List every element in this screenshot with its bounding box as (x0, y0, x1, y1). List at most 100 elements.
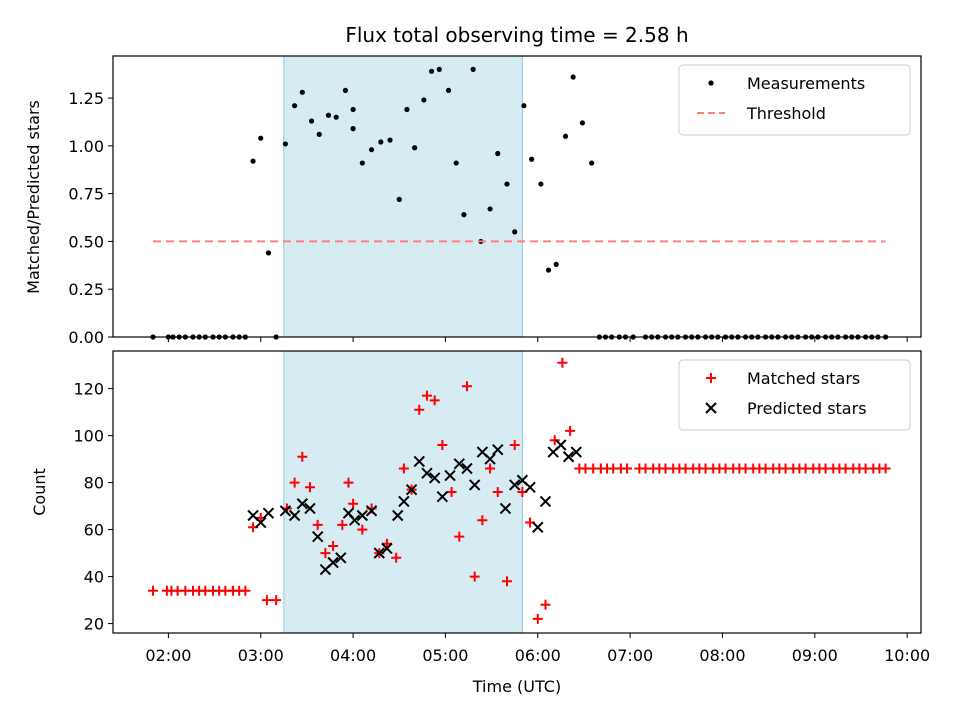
bottom-point (540, 599, 551, 610)
bottom-point (562, 451, 575, 463)
bottom-point (328, 541, 339, 552)
bottom-point (348, 514, 361, 526)
bottom-y-tick-label: 120 (73, 380, 104, 399)
bottom-point (414, 404, 425, 415)
bottom-point (356, 509, 369, 522)
top-point (350, 106, 356, 113)
x-tick-label: 06:00 (515, 646, 561, 665)
top-point (368, 147, 375, 153)
bottom-point (468, 479, 481, 491)
bottom-point (335, 552, 347, 564)
top-point (487, 206, 493, 212)
bottom-point (532, 521, 544, 533)
top-point (342, 87, 348, 94)
bottom-point (880, 463, 891, 474)
bottom-point (477, 515, 488, 526)
bottom-point (312, 519, 323, 530)
top-point (333, 114, 339, 120)
bottom-point (508, 479, 521, 491)
bottom-point (262, 507, 275, 519)
bottom-point (255, 516, 267, 529)
x-tick-label: 07:00 (607, 646, 653, 665)
x-tick-label: 03:00 (238, 646, 284, 665)
bottom-point (499, 502, 512, 515)
bottom-point (261, 595, 272, 606)
bottom-point (428, 472, 441, 484)
top-y-axis-label: Matched/Predicted stars (24, 100, 43, 294)
top-y-tick-label: 0.25 (68, 280, 104, 299)
top-point (308, 118, 315, 124)
bottom-point (392, 509, 404, 522)
bottom-point (549, 435, 560, 446)
top-legend-label: Threshold (746, 104, 826, 123)
bottom-point (492, 487, 503, 497)
bottom-point (391, 552, 402, 563)
top-point (350, 126, 356, 132)
bottom-point (532, 613, 543, 624)
top-point (250, 158, 256, 164)
bottom-point (421, 390, 432, 401)
bottom-point (444, 469, 456, 482)
bottom-point (454, 531, 465, 542)
bottom-point (437, 440, 448, 450)
bottom-series-predicted-stars (247, 439, 582, 576)
bottom-y-tick-label: 20 (84, 615, 104, 634)
bottom-point (622, 463, 633, 474)
top-point (521, 103, 527, 109)
bottom-point (297, 451, 308, 462)
bottom-point (485, 463, 496, 474)
top-point (445, 87, 452, 94)
top-point (504, 181, 510, 187)
top-point (470, 66, 476, 72)
bottom-point (492, 443, 504, 456)
x-tick-label: 10:00 (884, 646, 930, 665)
bottom-point (343, 477, 354, 488)
top-point (316, 131, 322, 137)
bottom-y-tick-label: 100 (73, 427, 104, 446)
top-point (579, 120, 586, 126)
top-point (396, 196, 402, 202)
bottom-series-matched-stars (148, 357, 891, 624)
bottom-point (509, 440, 520, 450)
bottom-point (296, 498, 309, 510)
bottom-point (421, 467, 433, 479)
bottom-y-axis-label: Count (30, 468, 49, 516)
bottom-point (327, 556, 339, 569)
bottom-legend-marker (705, 402, 717, 414)
bottom-point (436, 490, 449, 503)
x-axis-label: Time (UTC) (472, 677, 561, 696)
x-tick-label: 05:00 (422, 646, 468, 665)
bottom-point (398, 495, 410, 508)
top-point (562, 133, 569, 139)
x-tick-label: 02:00 (145, 646, 191, 665)
bottom-point (398, 463, 409, 474)
top-point (570, 74, 576, 80)
top-point (428, 68, 435, 74)
top-panel: 0.00 0.25 0.50 0.75 1.00 1.25 Measurements Thre… (68, 55, 922, 347)
bottom-point (565, 425, 576, 436)
top-point (265, 250, 272, 256)
bottom-legend: Matched stars Predicted stars (678, 359, 911, 431)
chart-title: Flux total observing time = 2.58 h (345, 23, 688, 47)
bottom-point (348, 498, 359, 509)
bottom-panel: 20 40 60 80 100 120 02:00 03:00 04:00 05:00 06:00 0… (73, 350, 930, 665)
bottom-point (557, 357, 568, 368)
bottom-point (279, 505, 292, 517)
bottom-point (405, 483, 418, 496)
bottom-point (461, 381, 472, 392)
bottom-y-tick-label: 80 (84, 474, 104, 493)
bottom-point (381, 542, 393, 555)
top-point (436, 66, 442, 72)
bottom-point (271, 595, 282, 606)
bottom-point (304, 482, 315, 493)
bottom-point (539, 495, 552, 508)
bottom-point (524, 481, 536, 494)
top-point (529, 156, 535, 162)
top-point (495, 150, 501, 157)
top-point (412, 145, 418, 151)
bottom-point (311, 530, 324, 543)
bottom-point (357, 524, 368, 535)
top-point (545, 267, 552, 273)
top-y-tick-label: 0.75 (68, 185, 104, 204)
